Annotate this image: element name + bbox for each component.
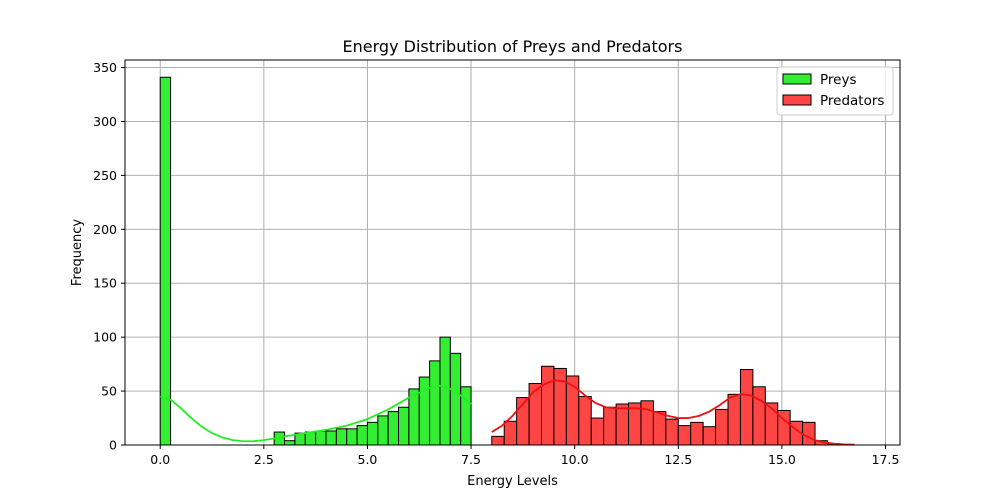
legend-swatch (782, 73, 812, 85)
y-tick-label: 200 (93, 222, 117, 237)
preys-bar (335, 428, 348, 446)
y-tick-label: 100 (93, 330, 117, 345)
predators-bar (578, 395, 592, 446)
y-tick-label: 150 (93, 276, 117, 291)
predators-bar (652, 411, 667, 446)
x-tick-label: 0.0 (150, 452, 170, 467)
predators-kde-line (491, 379, 855, 446)
predators-bar (590, 417, 605, 446)
preys-bar (304, 431, 317, 446)
predators-bar (739, 369, 754, 446)
x-tick-label: 17.5 (872, 452, 900, 467)
kde-layer (159, 379, 855, 446)
predators-bar (541, 365, 555, 446)
predators-bar (528, 383, 543, 446)
preys-bar (439, 336, 451, 446)
x-tick-label: 10.0 (561, 452, 589, 467)
bars-layer (159, 76, 841, 446)
x-axis-title: Energy Levels (467, 474, 558, 489)
preys-bar (356, 425, 368, 446)
legend-label: Preys (820, 72, 857, 88)
predators-bar (491, 435, 505, 446)
preys-bar (418, 376, 431, 446)
predators-bar (640, 400, 654, 446)
predators-bar (690, 421, 704, 446)
predators-bar (727, 393, 741, 446)
preys-bar (315, 430, 327, 446)
preys-bar (325, 430, 337, 446)
predators-bar (715, 408, 729, 446)
predators-bar (802, 421, 816, 446)
predators-bar (615, 403, 630, 446)
preys-bar (460, 386, 472, 446)
preys-bar (449, 352, 462, 446)
x-tick-label: 5.0 (358, 452, 378, 467)
predators-bar (503, 420, 518, 446)
predators-bar (702, 426, 717, 446)
predators-bar (752, 386, 766, 446)
predators-bar (603, 406, 617, 446)
preys-bar (398, 406, 410, 446)
preys-kde-line (159, 384, 472, 443)
ticks-layer: 0.0 2.5 5.0 7.5 10.0 12.5 15.0 17.5 0 50 100 150 200… (93, 60, 899, 467)
grid-layer (125, 60, 900, 446)
predators-bar (677, 425, 692, 446)
preys-bar (377, 415, 389, 446)
y-tick-label: 50 (101, 384, 117, 399)
preys-bar (346, 428, 358, 446)
y-tick-label: 250 (93, 168, 117, 183)
x-tick-label: 15.0 (768, 452, 796, 467)
legend-swatch (782, 94, 812, 106)
x-tick-label: 2.5 (254, 452, 274, 467)
y-tick-label: 300 (93, 114, 117, 129)
preys-bar (429, 360, 441, 446)
predators-bar (665, 418, 679, 446)
preys-bar (159, 76, 172, 446)
x-tick-label: 7.5 (461, 452, 481, 467)
preys-bar (387, 411, 400, 446)
y-axis-title: Frequency (70, 219, 85, 286)
legend-label: Predators (820, 93, 884, 109)
preys-bar (284, 440, 296, 446)
legend: Preys Predators (776, 66, 894, 116)
x-tick-label: 12.5 (664, 452, 692, 467)
chart-title: Energy Distribution of Preys and Predato… (343, 37, 683, 56)
y-tick-label: 350 (93, 60, 117, 75)
y-tick-label: 0 (109, 438, 117, 453)
preys-bar (366, 421, 379, 446)
plot-frame (124, 59, 901, 446)
